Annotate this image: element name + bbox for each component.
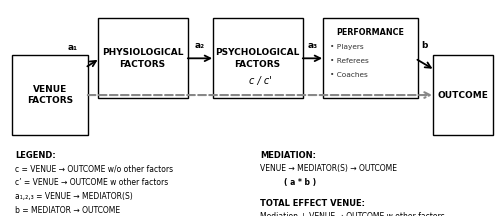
Text: • Players: • Players: [330, 44, 364, 50]
Text: b: b: [421, 41, 427, 50]
Text: VENUE
FACTORS: VENUE FACTORS: [27, 85, 73, 105]
Text: Mediation + VENUE → OUTCOME w other factors: Mediation + VENUE → OUTCOME w other fact…: [260, 212, 445, 216]
Text: a₁,₂,₃ = VENUE → MEDIATOR(S): a₁,₂,₃ = VENUE → MEDIATOR(S): [15, 192, 133, 201]
FancyBboxPatch shape: [432, 55, 492, 135]
Text: c / c': c / c': [248, 76, 272, 86]
Text: OUTCOME: OUTCOME: [437, 91, 488, 100]
Text: MEDIATION:: MEDIATION:: [260, 151, 316, 160]
Text: • Coaches: • Coaches: [330, 72, 368, 78]
Text: LEGEND:: LEGEND:: [15, 151, 56, 160]
Text: PSYCHOLOGICAL
FACTORS: PSYCHOLOGICAL FACTORS: [216, 48, 300, 69]
Text: c = VENUE → OUTCOME w/o other factors: c = VENUE → OUTCOME w/o other factors: [15, 164, 173, 173]
Text: • Referees: • Referees: [330, 58, 369, 64]
Text: c’ = VENUE → OUTCOME w other factors: c’ = VENUE → OUTCOME w other factors: [15, 178, 168, 187]
Text: PERFORMANCE: PERFORMANCE: [336, 28, 404, 37]
Text: VENUE → MEDIATOR(S) → OUTCOME: VENUE → MEDIATOR(S) → OUTCOME: [260, 164, 397, 173]
Text: a₃: a₃: [308, 41, 318, 50]
Text: a₁: a₁: [68, 43, 78, 52]
Text: b = MEDIATOR → OUTCOME: b = MEDIATOR → OUTCOME: [15, 206, 120, 215]
Text: ( a * b ): ( a * b ): [284, 178, 316, 187]
FancyBboxPatch shape: [12, 55, 88, 135]
Text: PHYSIOLOGICAL
FACTORS: PHYSIOLOGICAL FACTORS: [102, 48, 184, 69]
Text: TOTAL EFFECT VENUE:: TOTAL EFFECT VENUE:: [260, 199, 365, 208]
Text: a₂: a₂: [195, 41, 205, 50]
FancyBboxPatch shape: [322, 18, 418, 98]
FancyBboxPatch shape: [212, 18, 302, 98]
FancyBboxPatch shape: [98, 18, 188, 98]
